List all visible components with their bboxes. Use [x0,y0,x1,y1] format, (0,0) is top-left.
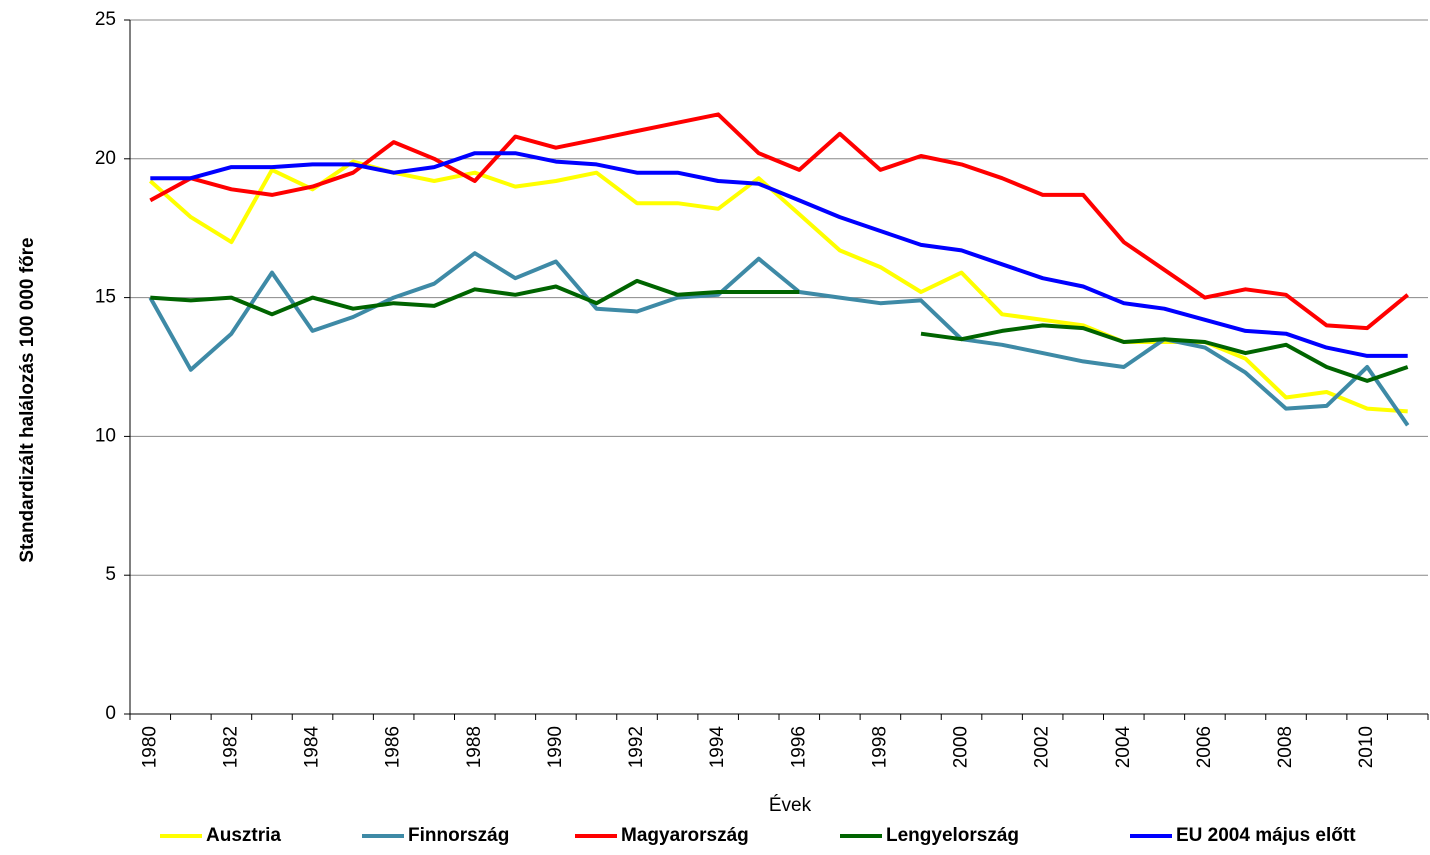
legend-label: Magyarország [621,825,749,846]
x-tick-label: 1986 [383,726,404,768]
x-tick-label: 1990 [545,726,566,768]
x-tick-label: 1998 [869,726,890,768]
series-line [150,278,1409,383]
x-tick-label: 2006 [1194,726,1215,768]
x-tick-label: 2008 [1275,726,1296,768]
x-tick-label: 1984 [302,726,323,769]
series-line [149,112,1409,331]
x-tick-label: 1980 [139,726,160,768]
x-tick-label: 1988 [464,726,485,768]
y-tick-label: 25 [95,9,116,30]
x-tick-label: 1992 [626,726,647,768]
legend-label: Finnország [408,825,509,846]
legend-label: EU 2004 május előtt [1176,825,1356,846]
x-tick-label: 1994 [707,726,728,769]
legend-label: Ausztria [206,825,281,846]
x-axis-title: Évek [769,795,812,816]
x-tick-label: 2004 [1113,726,1134,769]
legend-label: Lengyelország [886,825,1019,846]
y-axis-title: Standardizált halálozás 100 000 főre [17,237,38,562]
x-tick-label: 1982 [220,726,241,768]
x-tick-label: 1996 [788,726,809,768]
y-tick-label: 10 [95,425,116,446]
y-tick-label: 0 [105,703,116,724]
y-tick-label: 5 [105,564,116,585]
y-tick-label: 20 [95,148,116,169]
series-line [148,251,1410,427]
x-tick-label: 2010 [1356,726,1377,768]
series-line [148,159,1408,414]
x-tick-label: 2000 [951,726,972,768]
x-tick-label: 2002 [1032,726,1053,768]
y-tick-label: 15 [95,287,116,308]
series-line [150,151,1408,358]
